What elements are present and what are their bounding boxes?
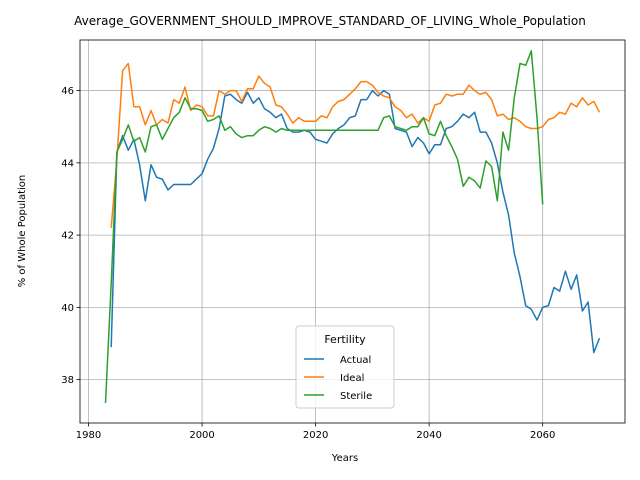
x-axis-label: Years	[331, 453, 358, 464]
legend-entries: Actual Ideal Sterile	[304, 355, 372, 402]
series-line-ideal	[110, 62, 601, 228]
y-tick-label: 46	[61, 86, 74, 97]
x-tick-label: 2040	[416, 430, 441, 441]
legend-label-actual: Actual	[340, 355, 371, 366]
legend-box	[295, 325, 395, 409]
series-line-sterile	[104, 50, 544, 404]
x-tick-label: 1980	[76, 430, 101, 441]
legend: Fertility Actual Ideal Sterile	[295, 325, 395, 409]
y-axis-label: % of Whole Population	[17, 175, 28, 288]
y-tick-label: 42	[61, 231, 74, 242]
y-tick-label: 44	[61, 158, 74, 169]
y-axis-ticks: 38 40 42 44 46	[61, 86, 80, 386]
x-tick-label: 2020	[303, 430, 328, 441]
series-line-actual	[110, 89, 601, 354]
legend-label-sterile: Sterile	[340, 391, 372, 402]
y-tick-label: 40	[61, 303, 74, 314]
legend-label-ideal: Ideal	[340, 373, 364, 384]
chart-title: Average_GOVERNMENT_SHOULD_IMPROVE_STANDA…	[74, 14, 586, 28]
y-tick-label: 38	[61, 375, 74, 386]
legend-title: Fertility	[324, 333, 366, 346]
plot-area	[79, 39, 626, 424]
x-tick-label: 2060	[530, 430, 555, 441]
x-tick-label: 2000	[189, 430, 214, 441]
x-axis-ticks: 1980 2000 2020 2040 2060	[76, 423, 555, 441]
series-lines	[104, 50, 601, 404]
